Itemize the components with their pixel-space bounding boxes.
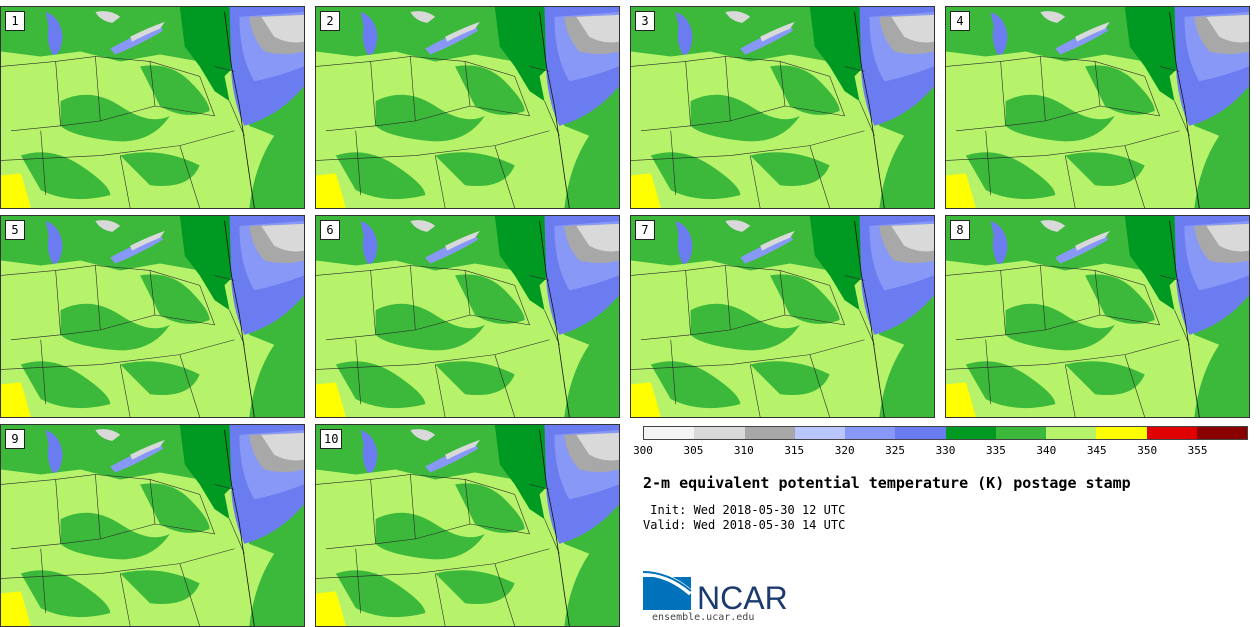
colorbar-tick-label: 305 — [683, 444, 704, 457]
ensemble-member-panel-2: 2 — [315, 6, 620, 209]
colorbar-tick-label: 330 — [935, 444, 956, 457]
ncar-logo-text: NCAR — [697, 580, 788, 616]
colorbar-cell — [794, 427, 845, 439]
ensemble-member-panel-10: 10 — [315, 424, 620, 627]
colorbar-tick-label: 340 — [1036, 444, 1057, 457]
map — [316, 425, 619, 626]
colorbar-cell — [895, 427, 946, 439]
colorbar-cell — [744, 427, 795, 439]
member-number-badge: 5 — [5, 220, 25, 240]
colorbar-tick-label: 300 — [633, 444, 653, 457]
chart-title: 2-m equivalent potential temperature (K)… — [643, 474, 1131, 492]
temperature-colorbar — [643, 426, 1248, 440]
map — [316, 7, 619, 208]
member-number-badge: 10 — [320, 429, 343, 449]
member-number-badge: 8 — [950, 220, 970, 240]
colorbar-cell — [1096, 427, 1147, 439]
init-time: Init: Wed 2018-05-30 12 UTC — [643, 503, 846, 517]
member-number-badge: 7 — [635, 220, 655, 240]
member-number-badge: 9 — [5, 429, 25, 449]
ensemble-member-panel-9: 9 — [0, 424, 305, 627]
map — [1, 7, 304, 208]
colorbar-tick-label: 345 — [1086, 444, 1107, 457]
member-number-badge: 4 — [950, 11, 970, 31]
member-number-badge: 1 — [5, 11, 25, 31]
colorbar-cell — [945, 427, 996, 439]
colorbar-cell — [644, 427, 695, 439]
ensemble-member-panel-6: 6 — [315, 215, 620, 418]
ncar-logo: NCAR — [643, 571, 788, 616]
ensemble-member-panel-3: 3 — [630, 6, 935, 209]
ensemble-member-panel-8: 8 — [945, 215, 1250, 418]
member-number-badge: 3 — [635, 11, 655, 31]
colorbar-tick-label: 320 — [834, 444, 855, 457]
map — [316, 216, 619, 417]
colorbar-tick-label: 325 — [885, 444, 906, 457]
map — [946, 7, 1249, 208]
colorbar-cell — [694, 427, 745, 439]
colorbar-tick-label: 315 — [784, 444, 805, 457]
map — [631, 7, 934, 208]
map — [946, 216, 1249, 417]
colorbar-cell — [995, 427, 1046, 439]
colorbar-cell — [1046, 427, 1097, 439]
colorbar-tick-label: 335 — [985, 444, 1006, 457]
ensemble-member-panel-4: 4 — [945, 6, 1250, 209]
member-number-badge: 6 — [320, 220, 340, 240]
member-number-badge: 2 — [320, 11, 340, 31]
logo-url[interactable]: ensemble.ucar.edu — [652, 612, 755, 623]
colorbar-tick-label: 350 — [1137, 444, 1158, 457]
ensemble-member-panel-1: 1 — [0, 6, 305, 209]
map — [631, 216, 934, 417]
colorbar-cell — [845, 427, 896, 439]
colorbar-cell — [1146, 427, 1197, 439]
colorbar-tick-label: 355 — [1187, 444, 1208, 457]
map — [1, 216, 304, 417]
colorbar-tick-label: 310 — [733, 444, 754, 457]
valid-time: Valid: Wed 2018-05-30 14 UTC — [643, 518, 846, 532]
colorbar-tick-labels: 300 305 310 315 320 325 330 335 340 345 350 355 — [633, 444, 1248, 458]
colorbar-cell — [1196, 427, 1247, 439]
map — [1, 425, 304, 626]
ensemble-member-panel-7: 7 — [630, 215, 935, 418]
ensemble-member-panel-5: 5 — [0, 215, 305, 418]
